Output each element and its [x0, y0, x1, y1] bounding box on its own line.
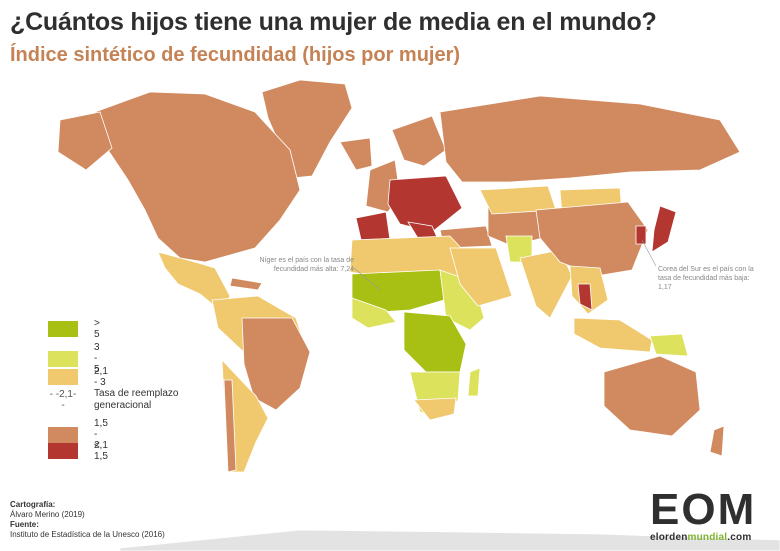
legend-item-2-1-3: 2,1 - 3: [48, 366, 108, 388]
region-australia: [603, 355, 701, 437]
region-indonesia-philippines: [573, 317, 653, 353]
region-chile: [223, 379, 237, 473]
region-central-eastern-europe: [387, 175, 463, 233]
region-madagascar: [467, 367, 481, 397]
logo-url: elordenmundial.com: [650, 532, 772, 543]
legend-label-lt15: < 1,5: [94, 440, 108, 462]
region-scandinavia: [391, 115, 447, 167]
logo-url-part3: .com: [727, 532, 752, 543]
legend-swatch-3-5: [48, 350, 78, 367]
legend-replacement-label: Tasa de reemplazo generacional: [94, 388, 179, 411]
legend-item-3-5: 3 - 5: [48, 342, 100, 375]
legend-swatch-lt15: [48, 443, 78, 459]
source-name: Instituto de Estadística de la Unesco (2…: [10, 530, 165, 539]
region-papua: [649, 333, 689, 357]
region-iceland-uk: [339, 137, 373, 171]
niger-annotation: Níger es el país con la tasa de fecundid…: [259, 257, 354, 273]
legend-swatch-2-1-3: [48, 369, 78, 385]
legend-label-1-5-2-1: 1,5 - 2,1: [94, 418, 108, 451]
region-antarctica: [119, 529, 780, 551]
map-subtitle: Índice sintético de fecundidad (hijos po…: [10, 44, 461, 66]
eom-logo: EOM elordenmundial.com: [650, 485, 772, 544]
niger-leader-line: [353, 267, 381, 291]
region-caribbean: [229, 277, 263, 291]
legend-item-1-5-2-1: 1,5 - 2,1: [48, 418, 108, 451]
region-russia: [439, 95, 741, 183]
region-brazil: [241, 317, 311, 411]
legend-item-replacement: - -2,1- - Tasa de reemplazo generacional: [48, 388, 204, 412]
region-west-africa-coast: [351, 297, 397, 329]
cartography-heading: Cartografía:: [10, 500, 56, 509]
legend-item-lt15: < 1,5: [48, 440, 108, 462]
region-south-africa: [413, 397, 457, 421]
region-middle-east: [449, 247, 513, 307]
legend-swatch-1-5-2-1: [48, 426, 78, 443]
korea-annotation: Corea del Sur es el país con la tasa de …: [658, 266, 754, 291]
region-korea: [635, 225, 647, 245]
region-japan: [651, 205, 677, 253]
legend-label-2-1-3: 2,1 - 3: [94, 366, 108, 388]
region-canada-usa: [94, 91, 301, 263]
korea-leader-line: [641, 239, 657, 267]
logo-word: EOM: [650, 485, 757, 534]
logo-url-part2: mundial: [687, 532, 728, 543]
credits: Cartografía: Álvaro Merino (2019) Fuente…: [10, 500, 165, 540]
source-heading: Fuente:: [10, 520, 39, 529]
legend-item-gt5: > 5: [48, 318, 100, 340]
cartography-name: Álvaro Merino (2019): [10, 510, 85, 519]
region-thailand: [577, 283, 593, 311]
region-china: [535, 201, 649, 277]
region-new-zealand: [709, 425, 725, 457]
legend-label-3-5: 3 - 5: [94, 342, 100, 375]
map-title: ¿Cuántos hijos tiene una mujer de media …: [10, 8, 657, 36]
logo-url-part1: elorden: [650, 532, 688, 543]
legend-label-gt5: > 5: [94, 318, 100, 340]
legend-swatch-gt5: [48, 321, 78, 337]
legend-replacement-symbol: - -2,1- -: [49, 389, 77, 411]
region-alaska: [57, 111, 113, 171]
